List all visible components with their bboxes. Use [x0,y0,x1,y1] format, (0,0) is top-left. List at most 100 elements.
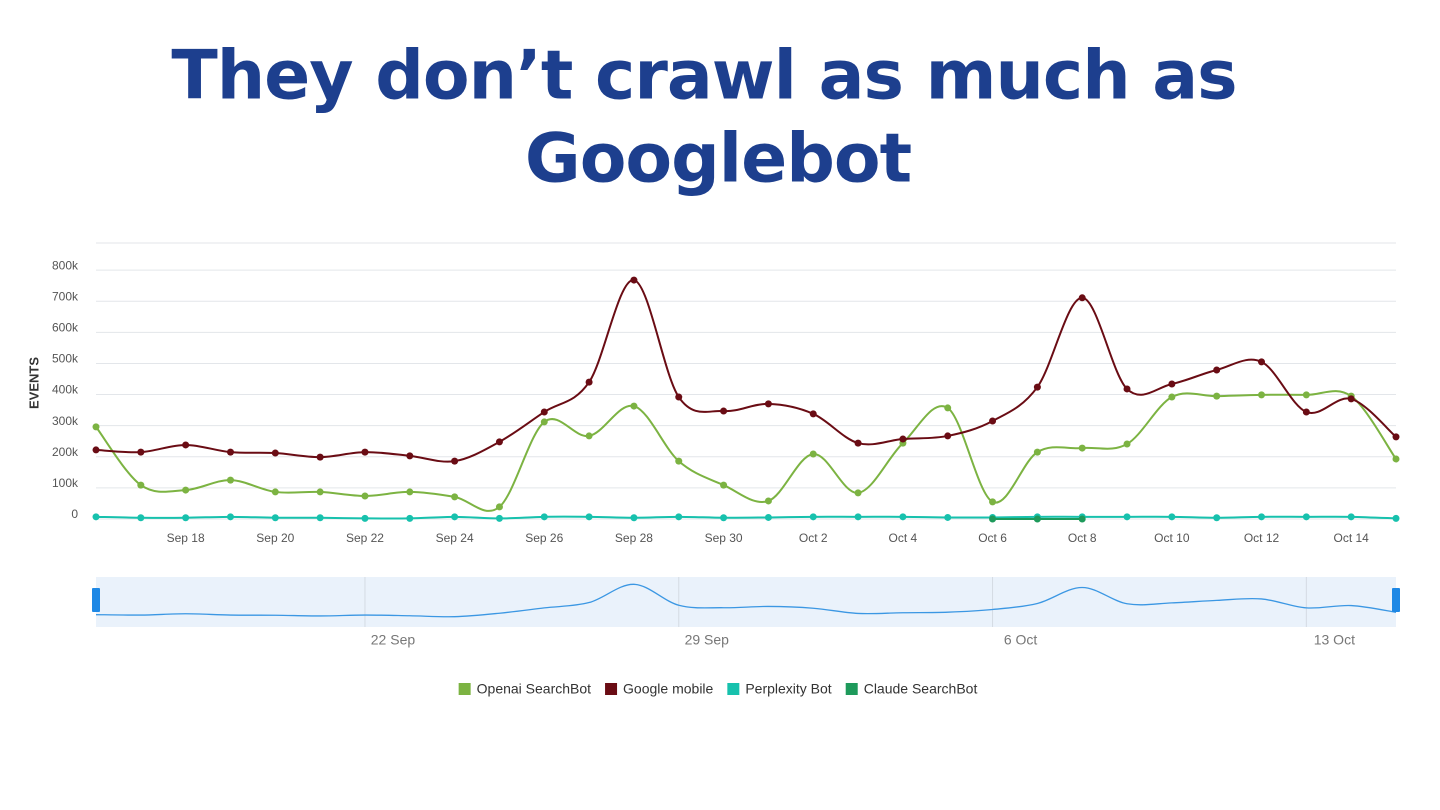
data-point [1033,383,1041,391]
data-point [1033,515,1041,523]
data-point [1302,391,1310,399]
data-point [854,439,862,447]
data-point [899,513,907,521]
legend-swatch [605,683,618,695]
data-point [92,513,100,521]
x-tick-label: Sep 26 [525,531,563,545]
data-point [1302,513,1310,521]
data-point [585,513,593,521]
y-axis-title: EVENTS [26,357,41,409]
data-point [585,378,593,386]
y-tick-label: 0 [71,507,78,521]
data-point [316,488,324,496]
x-tick-label: Sep 28 [615,531,653,545]
data-point [1392,433,1400,441]
data-point [720,514,728,522]
data-point [630,514,638,522]
data-point [540,418,548,426]
data-point [495,503,503,511]
x-tick-label: Oct 14 [1333,531,1369,545]
data-point [989,515,997,523]
data-point [1078,444,1086,452]
data-point [675,513,683,521]
y-tick-label: 500k [52,352,79,366]
navigator-handle [1392,588,1400,612]
data-point [1033,448,1041,456]
data-point [451,513,459,521]
series-line [95,390,1397,512]
x-tick-label: Oct 6 [978,531,1007,545]
data-point [854,513,862,521]
series-line [95,515,1397,520]
data-point [1078,515,1086,523]
data-point [944,432,952,440]
y-tick-label: 200k [52,445,79,459]
data-point [271,488,279,496]
data-point [182,514,190,522]
data-point [630,276,638,284]
data-point [1123,385,1131,393]
data-point [1392,514,1400,522]
data-point [361,492,369,500]
data-point [585,432,593,440]
data-point [764,497,772,505]
data-point [1168,380,1176,388]
data-point [540,513,548,521]
navigator-tick-label: 29 Sep [685,632,730,648]
data-point [1123,440,1131,448]
x-tick-label: Sep 20 [256,531,294,545]
data-point [182,441,190,449]
data-point [809,410,817,418]
x-tick-label: Sep 30 [705,531,743,545]
data-point [1213,366,1221,374]
data-point [316,453,324,461]
data-point [1258,391,1266,399]
data-point [1302,408,1310,416]
data-point [406,514,414,522]
data-point [1213,392,1221,400]
y-tick-label: 700k [52,289,79,303]
data-point [1347,395,1355,403]
data-point [809,450,817,458]
data-point [989,498,997,506]
x-tick-label: Oct 12 [1244,531,1280,545]
data-point [1213,514,1221,522]
data-point [451,493,459,501]
data-point [406,452,414,460]
data-point [92,423,100,431]
data-point [495,438,503,446]
legend-swatch [727,683,740,695]
data-point [944,404,952,412]
x-tick-label: Sep 18 [167,531,205,545]
data-point [1258,513,1266,521]
data-point [944,513,952,521]
data-point [226,448,234,456]
x-tick-label: Sep 24 [436,531,474,545]
data-point [137,481,145,489]
legend-label: Openai SearchBot [477,681,592,697]
data-point [495,514,503,522]
y-tick-label: 100k [52,476,79,490]
data-point [451,457,459,465]
data-point [720,481,728,489]
x-tick-label: Oct 10 [1154,531,1190,545]
series-line [95,279,1397,463]
navigator-tick-label: 22 Sep [371,632,416,648]
data-point [1168,513,1176,521]
data-point [361,514,369,522]
x-tick-label: Oct 2 [799,531,828,545]
data-point [137,448,145,456]
data-point [271,514,279,522]
data-point [226,513,234,521]
data-point [675,393,683,401]
data-point [764,513,772,521]
data-point [764,400,772,408]
data-point [1347,513,1355,521]
data-point [1392,455,1400,463]
data-point [630,402,638,410]
navigator-background [96,577,1396,627]
navigator-handle [92,588,100,612]
data-point [226,476,234,484]
y-tick-label: 400k [52,383,79,397]
